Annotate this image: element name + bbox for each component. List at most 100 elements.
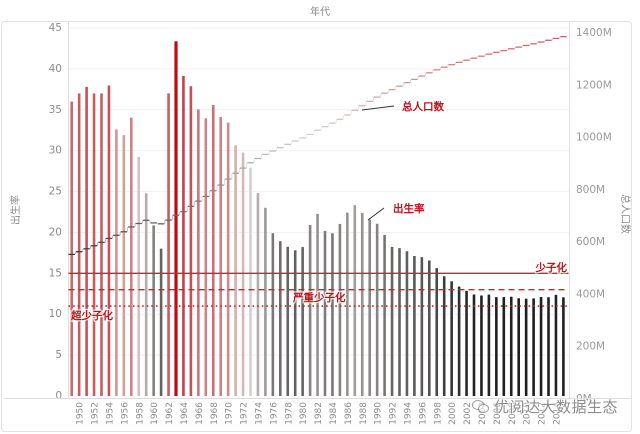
bar-2003 bbox=[472, 294, 476, 396]
x-tick-label: 1952 bbox=[91, 402, 101, 425]
bar-1958 bbox=[137, 157, 141, 396]
bar-1962 bbox=[167, 93, 170, 396]
bar-1980 bbox=[301, 247, 304, 396]
bar-2002 bbox=[465, 290, 468, 396]
x-tick-label: 1968 bbox=[210, 402, 220, 425]
bar-1992 bbox=[390, 246, 394, 396]
bar-1985 bbox=[338, 223, 342, 396]
bar-1970 bbox=[226, 122, 230, 397]
bar-1999 bbox=[442, 276, 446, 396]
population-annotation-leader bbox=[361, 105, 395, 111]
x-tick-label: 1982 bbox=[314, 402, 324, 425]
bar-2008 bbox=[509, 296, 513, 396]
birth-rate-annotation-leader bbox=[367, 207, 385, 221]
bar-1984 bbox=[331, 233, 334, 396]
right-tick-label: 1000M bbox=[576, 132, 612, 144]
bar-1968 bbox=[211, 104, 215, 397]
x-tick-label: 1958 bbox=[135, 402, 145, 425]
x-tick-label: 1990 bbox=[374, 402, 384, 425]
bar-2012 bbox=[539, 297, 543, 396]
bar-1954 bbox=[107, 85, 111, 396]
x-tick-label: 1960 bbox=[150, 402, 160, 425]
x-tick-label: 2006 bbox=[493, 402, 503, 425]
left-tick-label: 20 bbox=[49, 226, 62, 238]
x-tick-label: 1980 bbox=[299, 402, 309, 425]
bar-1981 bbox=[308, 225, 312, 396]
x-tick-label: 2008 bbox=[508, 402, 518, 425]
bar-1971 bbox=[234, 145, 237, 396]
bar-1963 bbox=[174, 41, 178, 397]
x-tick-label: 1996 bbox=[418, 402, 428, 425]
reference-lines bbox=[68, 272, 569, 307]
x-tick-label: 1972 bbox=[240, 402, 250, 425]
bar-1990 bbox=[375, 223, 379, 396]
x-tick-label: 2002 bbox=[463, 402, 473, 425]
bar-1969 bbox=[219, 117, 222, 396]
x-tick-label: 1966 bbox=[195, 402, 205, 425]
right-tick-label: 1400M bbox=[576, 27, 612, 39]
bar-1987 bbox=[353, 205, 357, 396]
x-tick-label: 1974 bbox=[254, 402, 264, 425]
x-tick-label: 2010 bbox=[523, 402, 533, 425]
bar-2006 bbox=[495, 297, 498, 396]
bar-1951 bbox=[85, 86, 88, 396]
left-tick-label: 25 bbox=[49, 186, 62, 198]
x-axis-ticks: 1950 1952 1954 1956 1958 1960 1962 1964 1966 1968… bbox=[76, 402, 563, 425]
left-tick-label: 5 bbox=[55, 349, 62, 361]
left-tick-label: 15 bbox=[49, 267, 62, 279]
bar-2011 bbox=[532, 298, 535, 396]
ref-label-ultra-low-birth: 超少子化 bbox=[70, 309, 113, 322]
left-tick-label: 40 bbox=[49, 63, 62, 75]
bar-1988 bbox=[360, 213, 364, 396]
right-tick-label: 400M bbox=[576, 288, 605, 300]
bar-1967 bbox=[204, 118, 208, 397]
right-tick-label: 800M bbox=[576, 184, 605, 196]
bar-1995 bbox=[413, 255, 416, 396]
bar-1978 bbox=[286, 246, 290, 396]
left-tick-label: 30 bbox=[49, 145, 62, 157]
bar-1953 bbox=[100, 93, 103, 396]
bar-1955 bbox=[115, 129, 118, 396]
x-tick-label: 1992 bbox=[389, 402, 399, 425]
x-tick-label: 1964 bbox=[180, 402, 190, 425]
x-tick-label: 2000 bbox=[448, 402, 458, 425]
x-tick-label: 1978 bbox=[284, 402, 294, 425]
bar-2005 bbox=[487, 294, 491, 396]
bar-1975 bbox=[264, 207, 267, 396]
bar-1998 bbox=[435, 268, 439, 396]
bar-1956 bbox=[122, 135, 126, 396]
x-tick-label: 2004 bbox=[478, 402, 488, 425]
bar-1950 bbox=[77, 93, 81, 396]
watermark-text: 优阅达大数据生态 bbox=[494, 397, 619, 416]
right-tick-label: 1200M bbox=[576, 79, 612, 91]
bar-1960 bbox=[152, 225, 155, 396]
bar-1977 bbox=[279, 241, 282, 396]
gridlines bbox=[68, 27, 570, 356]
left-tick-label: 45 bbox=[49, 22, 62, 34]
bar-2015 bbox=[562, 297, 565, 396]
bar-1952 bbox=[92, 93, 96, 396]
bar-1979 bbox=[293, 250, 297, 396]
bar-1959 bbox=[144, 193, 148, 396]
bar-1976 bbox=[271, 233, 275, 396]
bar-1996 bbox=[420, 257, 424, 396]
x-tick-label: 1976 bbox=[269, 402, 279, 425]
bar-1993 bbox=[398, 248, 401, 396]
bar-1997 bbox=[428, 260, 431, 396]
left-axis-ticks: 0 5 10 15 20 25 30 35 40 45 bbox=[49, 22, 62, 402]
right-axis-title: 总人口数 bbox=[619, 194, 632, 234]
bar-1961 bbox=[159, 248, 163, 396]
bar-2014 bbox=[554, 294, 558, 396]
birth-rate-annotation: 出生率 bbox=[393, 202, 425, 215]
wechat-icon bbox=[472, 398, 490, 414]
x-tick-label: 1956 bbox=[120, 402, 130, 425]
bar-2001 bbox=[457, 286, 461, 396]
x-tick-label: 1962 bbox=[165, 402, 175, 425]
bar-1989 bbox=[368, 219, 371, 396]
x-tick-label: 1984 bbox=[329, 402, 339, 425]
left-tick-label: 10 bbox=[49, 308, 62, 320]
bar-1965 bbox=[189, 86, 193, 397]
bar-1949 bbox=[70, 101, 73, 396]
x-tick-label: 1994 bbox=[403, 402, 413, 425]
